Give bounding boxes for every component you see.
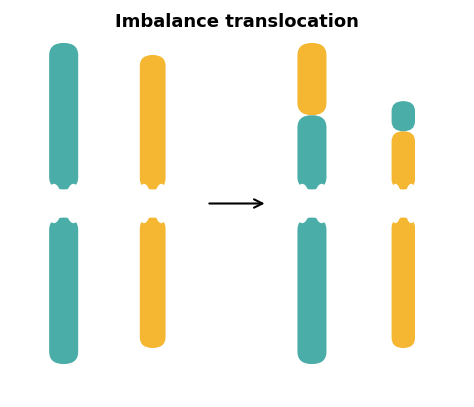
FancyBboxPatch shape	[297, 115, 327, 189]
Ellipse shape	[314, 184, 330, 223]
FancyBboxPatch shape	[140, 55, 165, 189]
FancyBboxPatch shape	[297, 218, 327, 364]
Ellipse shape	[154, 184, 168, 223]
Text: Imbalance translocation: Imbalance translocation	[115, 13, 359, 31]
FancyBboxPatch shape	[140, 218, 165, 348]
FancyBboxPatch shape	[49, 43, 78, 189]
Ellipse shape	[46, 184, 62, 223]
Ellipse shape	[389, 184, 402, 223]
Ellipse shape	[137, 184, 151, 223]
FancyBboxPatch shape	[49, 218, 78, 364]
FancyBboxPatch shape	[297, 43, 327, 115]
Ellipse shape	[405, 184, 418, 223]
FancyBboxPatch shape	[392, 218, 415, 348]
FancyBboxPatch shape	[392, 101, 415, 131]
FancyBboxPatch shape	[392, 131, 415, 189]
Ellipse shape	[65, 184, 82, 223]
Ellipse shape	[294, 184, 310, 223]
